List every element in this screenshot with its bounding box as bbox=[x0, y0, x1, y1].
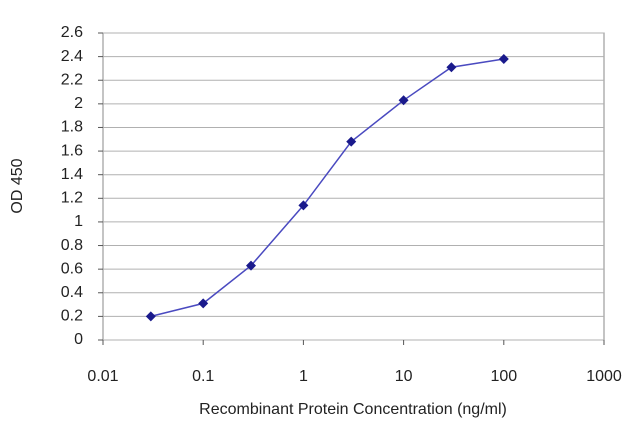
y-tick-label: 0 bbox=[74, 331, 83, 348]
y-tick-label: 0.6 bbox=[61, 260, 83, 277]
x-axis-label: Recombinant Protein Concentration (ng/ml… bbox=[199, 401, 507, 418]
y-tick-label: 1.8 bbox=[61, 119, 83, 136]
x-tick-label: 0.01 bbox=[87, 368, 118, 385]
x-tick-label: 0.1 bbox=[192, 368, 214, 385]
plot-area bbox=[102, 32, 605, 341]
data-point bbox=[246, 260, 257, 271]
data-point bbox=[498, 53, 509, 64]
y-tick-label: 2.4 bbox=[61, 48, 83, 65]
data-point bbox=[145, 311, 156, 322]
y-tick-label: 2.2 bbox=[61, 71, 83, 88]
y-tick-label: 0.4 bbox=[61, 284, 83, 301]
y-tick-label: 2.6 bbox=[61, 24, 83, 41]
data-point bbox=[198, 298, 209, 309]
y-tick-label: 1.6 bbox=[61, 142, 83, 159]
y-axis-label: OD 450 bbox=[9, 158, 26, 213]
y-tick-label: 2 bbox=[74, 95, 83, 112]
data-point bbox=[398, 95, 409, 106]
x-tick-label: 1 bbox=[299, 368, 308, 385]
y-tick-label: 1 bbox=[74, 213, 83, 230]
y-tick-label: 1.2 bbox=[61, 190, 83, 207]
y-tick-label: 0.2 bbox=[61, 308, 83, 325]
y-tick-label: 0.8 bbox=[61, 237, 83, 254]
data-point bbox=[346, 136, 357, 147]
data-line bbox=[150, 58, 504, 318]
data-point bbox=[446, 62, 457, 73]
x-tick-label: 10 bbox=[395, 368, 413, 385]
y-tick-label: 1.4 bbox=[61, 166, 83, 183]
x-tick-label: 100 bbox=[490, 368, 517, 385]
x-tick-label: 1000 bbox=[586, 368, 622, 385]
data-point bbox=[298, 200, 309, 211]
